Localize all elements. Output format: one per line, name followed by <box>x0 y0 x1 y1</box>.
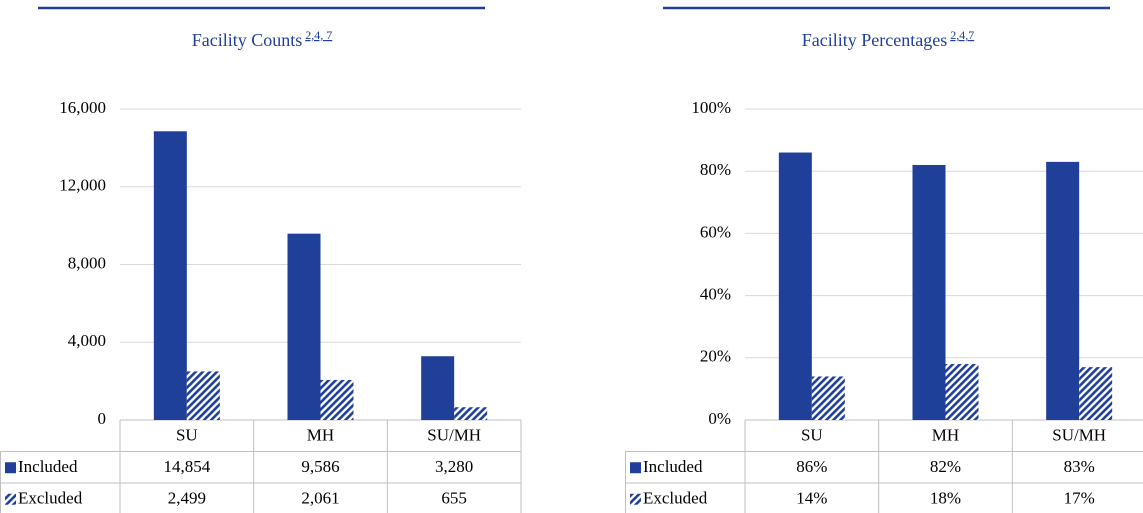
table-value: 86% <box>796 457 827 476</box>
table-value: 2,061 <box>301 489 339 508</box>
y-tick-label: 60% <box>700 222 731 241</box>
bar <box>153 131 187 420</box>
legend-label: Included <box>18 457 78 476</box>
title-text: Facility Percentages <box>802 30 947 50</box>
table-value: 18% <box>930 489 961 508</box>
x-tick-label: MH <box>932 426 959 445</box>
y-tick-label: 0 <box>98 409 107 428</box>
bar <box>454 407 488 420</box>
table-value: 14,854 <box>163 457 210 476</box>
y-tick-label: 100% <box>691 98 731 117</box>
legend-label: Included <box>643 457 703 476</box>
title-refs[interactable]: 2,4,7 <box>950 28 974 42</box>
y-tick-label: 12,000 <box>59 176 106 195</box>
bar <box>778 152 812 421</box>
chart-title: Facility Counts 2,4, 7 <box>192 28 333 50</box>
y-tick-label: 20% <box>700 347 731 366</box>
bar <box>421 356 455 420</box>
legend-label: Excluded <box>18 489 83 508</box>
bar <box>912 164 946 420</box>
bar <box>811 376 845 420</box>
table-value: 82% <box>930 457 961 476</box>
legend-swatch <box>5 493 16 505</box>
table-value: 17% <box>1064 489 1095 508</box>
legend-label: Excluded <box>643 489 708 508</box>
legend-swatch <box>630 493 641 505</box>
chart-title: Facility Percentages 2,4,7 <box>802 28 974 50</box>
legend-swatch <box>5 462 16 474</box>
bar <box>1079 367 1113 420</box>
y-tick-label: 4,000 <box>68 331 106 350</box>
bar <box>1046 161 1080 420</box>
bar <box>186 371 220 420</box>
y-tick-label: 8,000 <box>68 253 106 272</box>
table-value: 2,499 <box>168 489 206 508</box>
bar <box>320 379 354 420</box>
legend-swatch <box>630 462 641 474</box>
x-tick-label: SU/MH <box>427 426 481 445</box>
y-tick-label: 80% <box>700 160 731 179</box>
x-tick-label: SU/MH <box>1052 426 1106 445</box>
table-value: 655 <box>441 489 467 508</box>
y-tick-label: 40% <box>700 285 731 304</box>
title-refs[interactable]: 2,4, 7 <box>305 28 332 42</box>
y-tick-label: 16,000 <box>59 98 106 117</box>
x-tick-label: SU <box>801 426 823 445</box>
table-value: 9,586 <box>301 457 339 476</box>
bar <box>287 233 321 420</box>
table-value: 3,280 <box>435 457 473 476</box>
title-text: Facility Counts <box>192 30 303 50</box>
y-tick-label: 0% <box>708 409 731 428</box>
bar <box>945 364 979 420</box>
table-value: 14% <box>796 489 827 508</box>
x-tick-label: MH <box>307 426 334 445</box>
table-value: 83% <box>1064 457 1095 476</box>
x-tick-label: SU <box>176 426 198 445</box>
